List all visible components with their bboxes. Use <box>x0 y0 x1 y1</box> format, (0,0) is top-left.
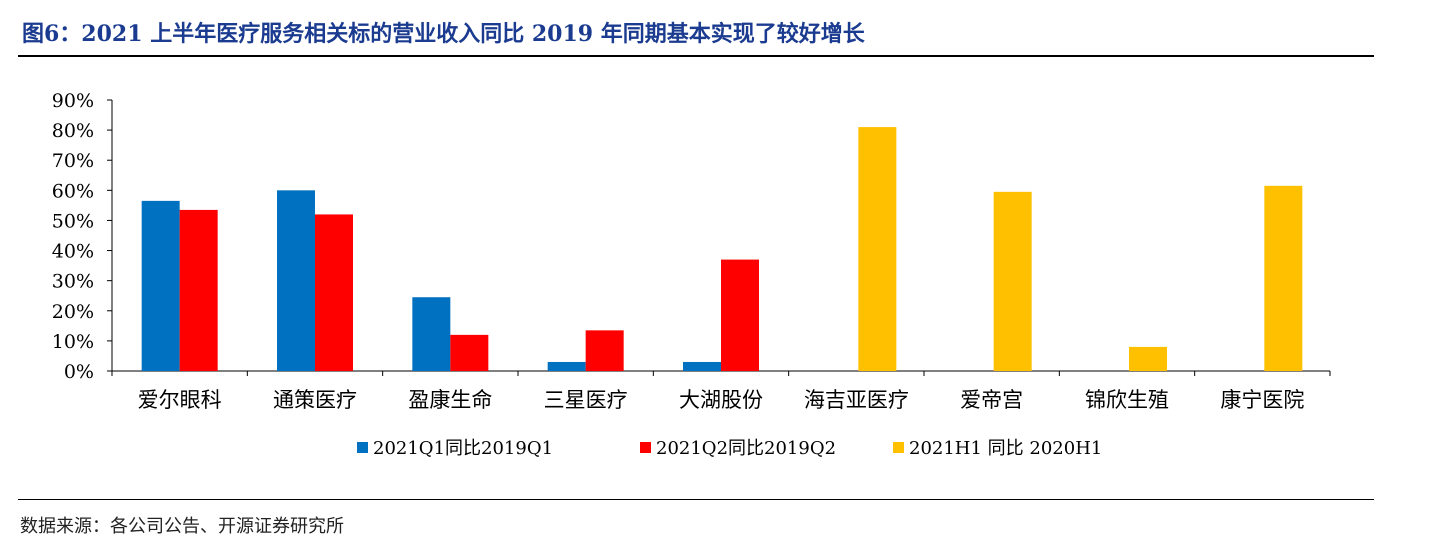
bar <box>547 361 586 371</box>
legend-swatch <box>893 442 904 453</box>
bar <box>683 361 721 371</box>
bar-chart: 0% 10% 20% 30% 40% 50% 60% 70% 80% 90% 爱尔眼科 通策医疗 盈康生… <box>52 90 1331 459</box>
x-category-label: 锦欣生殖 <box>1085 388 1169 412</box>
bar <box>1129 346 1167 371</box>
bar <box>721 259 759 371</box>
y-tick-label: 10% <box>52 331 94 353</box>
x-category-label: 爱帝宫 <box>960 388 1023 412</box>
y-tick-label: 20% <box>52 301 94 323</box>
y-tick-label: 50% <box>52 210 94 232</box>
top-rule <box>18 55 1374 57</box>
figure-title: 图6：2021 上半年医疗服务相关标的营业收入同比 2019 年同期基本实现了较… <box>22 21 865 47</box>
y-tick-label: 70% <box>52 150 94 172</box>
x-category-label: 大湖股份 <box>679 388 763 412</box>
legend-label: 2021H1 同比 2020H1 <box>909 438 1102 459</box>
bar <box>585 330 624 371</box>
y-tick-label: 40% <box>52 241 94 263</box>
bar <box>1264 185 1303 371</box>
legend-label: 2021Q1同比2019Q1 <box>373 438 553 459</box>
legend-label: 2021Q2同比2019Q2 <box>656 438 836 459</box>
y-tick-label: 30% <box>52 271 94 293</box>
legend-swatch <box>357 442 368 453</box>
x-category-label: 海吉亚医疗 <box>804 388 909 412</box>
bar <box>315 214 353 371</box>
bar <box>412 297 451 371</box>
x-category-label: 通策医疗 <box>273 388 357 412</box>
bar <box>450 334 489 371</box>
bottom-rule <box>18 499 1374 500</box>
x-category-label: 三星医疗 <box>544 388 628 412</box>
legend-swatch <box>640 442 651 453</box>
bar <box>277 190 315 371</box>
bar <box>141 200 180 371</box>
y-tick-label: 0% <box>64 361 94 383</box>
y-tick-label: 80% <box>52 120 94 142</box>
bar <box>993 191 1032 371</box>
bar <box>858 127 897 371</box>
x-category-label: 盈康生命 <box>408 388 492 412</box>
bar <box>179 209 218 371</box>
y-tick-label: 90% <box>52 90 94 112</box>
x-category-label: 爱尔眼科 <box>138 388 222 412</box>
x-category-label: 康宁医院 <box>1220 388 1304 412</box>
y-tick-label: 60% <box>52 180 94 202</box>
source-note: 数据来源：各公司公告、开源证券研究所 <box>20 516 344 537</box>
